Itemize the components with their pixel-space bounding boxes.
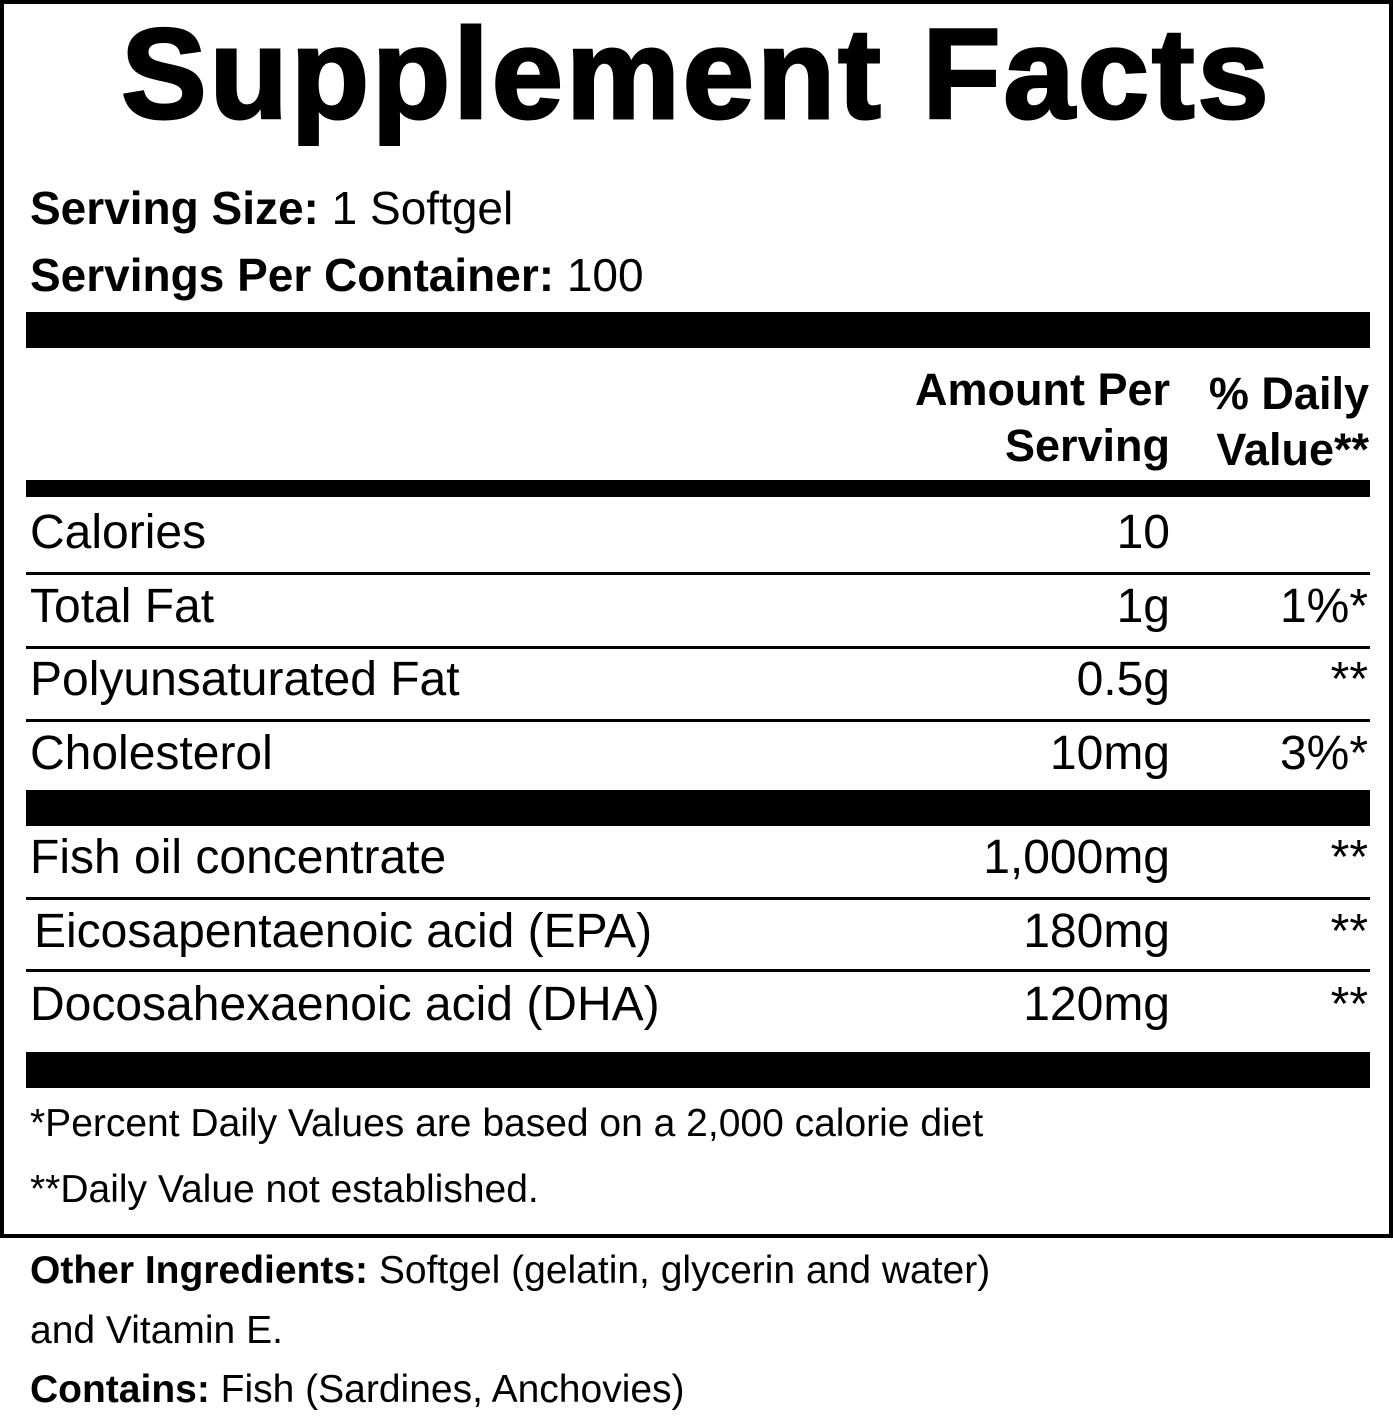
ingredient-dv: **: [1330, 905, 1368, 958]
row-divider: [26, 646, 1370, 649]
other-ingredients-label: Other Ingredients:: [30, 1249, 369, 1292]
contains-value: Fish (Sardines, Anchovies): [209, 1368, 685, 1411]
ingredient-name: Fish oil concentrate: [30, 831, 447, 884]
dv-header: % Daily Value**: [1209, 366, 1369, 478]
serving-size-label: Serving Size:: [30, 182, 319, 234]
other-ingredients-line2: and Vitamin E.: [30, 1309, 283, 1352]
row-divider: [26, 969, 1370, 972]
other-ingredients: Other Ingredients: Softgel (gelatin, gly…: [30, 1246, 990, 1296]
nutrient-dv: 1%*: [1279, 580, 1368, 633]
footnote-not-established: **Daily Value not established.: [30, 1168, 539, 1211]
table-row: Calories 10: [26, 505, 1370, 561]
ingredient-dv: **: [1330, 831, 1368, 884]
nutrient-amount: 1g: [1116, 580, 1170, 633]
table-row: Cholesterol 10mg 3%*: [26, 726, 1370, 782]
ingredient-amount: 180mg: [1023, 905, 1170, 958]
divider-medium: [26, 480, 1370, 497]
nutrient-amount: 10: [1116, 506, 1170, 559]
nutrient-name: Cholesterol: [30, 727, 273, 780]
table-row: Polyunsaturated Fat 0.5g **: [26, 652, 1370, 708]
serving-size: Serving Size: 1 Softgel: [30, 180, 513, 236]
ingredient-amount: 120mg: [1023, 978, 1170, 1031]
other-ingredients-value: Softgel (gelatin, glycerin and water): [368, 1249, 991, 1292]
amount-header-1: Amount Per: [914, 364, 1170, 415]
nutrient-name: Total Fat: [30, 580, 215, 633]
servings-value: 100: [554, 249, 644, 301]
nutrient-amount: 10mg: [1049, 727, 1170, 780]
amount-header: Amount Per Serving: [915, 362, 1170, 474]
ingredient-name: Eicosapentaenoic acid (EPA): [34, 905, 653, 958]
serving-size-value: 1 Softgel: [318, 182, 514, 234]
ingredient-name: Docosahexaenoic acid (DHA): [30, 978, 660, 1031]
contains-label: Contains:: [30, 1368, 210, 1411]
title: Supplement Facts: [120, 2, 1272, 148]
divider-thick: [26, 312, 1370, 348]
nutrient-dv: 3%*: [1279, 727, 1368, 780]
row-divider: [26, 572, 1370, 575]
table-row: Eicosapentaenoic acid (EPA) 180mg **: [26, 904, 1370, 960]
divider-thick: [26, 1052, 1370, 1088]
label-border: [0, 0, 1393, 1238]
nutrient-name: Calories: [30, 506, 207, 559]
nutrient-name: Polyunsaturated Fat: [30, 653, 460, 706]
dv-header-1: % Daily: [1208, 368, 1369, 419]
ingredient-dv: **: [1330, 978, 1368, 1031]
table-row: Total Fat 1g 1%*: [26, 579, 1370, 635]
dv-header-2: Value**: [1216, 424, 1369, 475]
contains: Contains: Fish (Sardines, Anchovies): [30, 1365, 685, 1415]
row-divider: [26, 897, 1370, 900]
servings-per-container: Servings Per Container: 100: [30, 247, 644, 303]
table-row: Docosahexaenoic acid (DHA) 120mg **: [26, 977, 1370, 1033]
servings-label: Servings Per Container:: [30, 249, 555, 301]
amount-header-2: Serving: [1004, 420, 1170, 471]
nutrient-amount: 0.5g: [1076, 653, 1170, 706]
footnote-percent: *Percent Daily Values are based on a 2,0…: [30, 1102, 984, 1145]
ingredient-amount: 1,000mg: [983, 831, 1170, 884]
table-row: Fish oil concentrate 1,000mg **: [26, 830, 1370, 886]
divider-thick: [26, 790, 1370, 826]
row-divider: [26, 719, 1370, 722]
nutrient-dv: **: [1330, 653, 1368, 706]
